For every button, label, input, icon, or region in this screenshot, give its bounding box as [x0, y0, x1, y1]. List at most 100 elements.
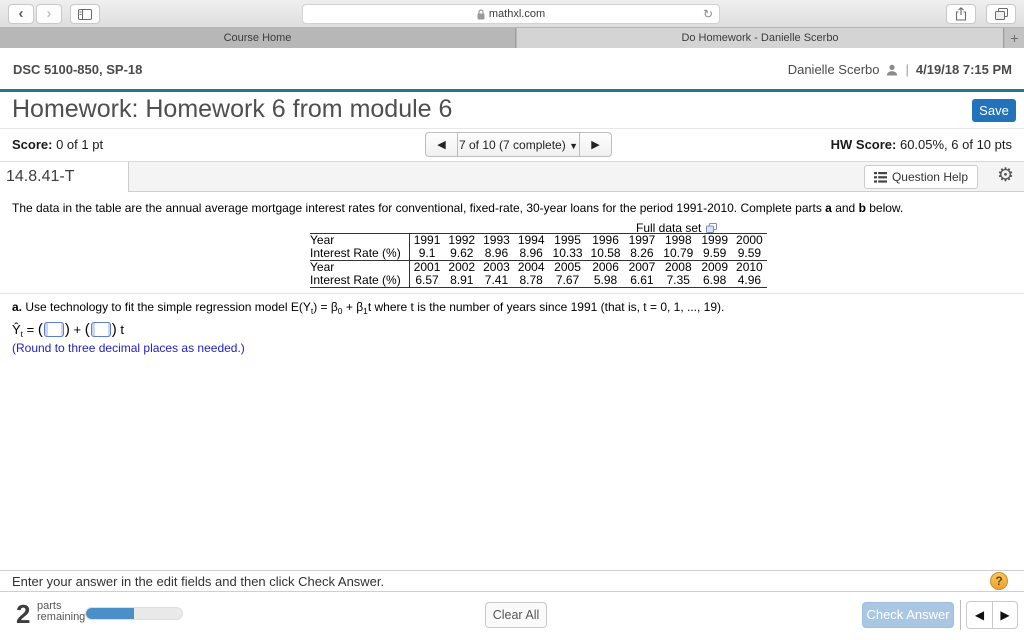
tab-course-home[interactable]: Course Home	[0, 28, 516, 48]
math-sub: 0	[337, 306, 343, 316]
math-sub: 1	[363, 306, 368, 316]
tab-label: Course Home	[223, 32, 292, 44]
table-cell: 9.59	[697, 247, 733, 261]
table-cell: 2007	[628, 260, 656, 274]
table-cell: 8.91	[444, 274, 480, 288]
next-part-button[interactable]: ▶	[992, 601, 1018, 629]
full-data-set: Full data set	[636, 221, 718, 235]
math: t	[367, 300, 372, 314]
table-row-label: Year	[310, 233, 410, 247]
answer-input-intercept[interactable]	[43, 322, 64, 337]
prev-icon: ◀	[437, 139, 446, 151]
statement-text: below.	[865, 201, 904, 215]
address-bar[interactable]: mathxl.com ↻	[302, 4, 720, 24]
math-sub: t	[310, 306, 314, 316]
tab-do-homework[interactable]: Do Homework - Danielle Scerbo	[517, 28, 1004, 48]
user-info: Danielle Scerbo | 4/19/18 7:15 PM	[788, 62, 1012, 77]
parts-remaining-label: parts remaining	[37, 601, 85, 623]
hw-score-text: HW Score: 60.05%, 6 of 10 pts	[831, 137, 1012, 152]
table-cell: 6.61	[624, 274, 660, 288]
popup-window-icon[interactable]	[706, 223, 718, 233]
browser-sidebar-button[interactable]	[70, 4, 100, 24]
data-table: Year 1991 1992 1993 1994 1995 1996 1997 1998 1999…	[310, 233, 767, 288]
question-position-label: 7 of 10 (7 complete)	[459, 138, 570, 152]
math: ) = β	[313, 300, 338, 314]
parts-word: parts	[37, 600, 62, 612]
next-question-button[interactable]: ▶	[579, 132, 612, 157]
part-a-text: Use technology to fit the simple regress…	[22, 300, 299, 314]
table-row: Year 2001 2002 2003 2004 2005 2006 2007 2008 2009…	[310, 260, 767, 274]
score-text: Score: 0 of 1 pt	[12, 137, 103, 152]
table-cell: 7.41	[479, 274, 514, 288]
math: (Y	[298, 300, 311, 314]
table-cell: 1993	[479, 233, 514, 247]
table-cell: 1996	[586, 233, 625, 247]
table-cell: 7.35	[659, 274, 698, 288]
part-a-statement: a. Use technology to fit the simple regr…	[12, 300, 724, 316]
title-row: Homework: Homework 6 from module 6 Save	[0, 92, 1024, 128]
score-bar: Score: 0 of 1 pt ◀ 7 of 10 (7 complete) …	[0, 128, 1024, 161]
gear-icon[interactable]: ⚙	[996, 165, 1014, 186]
prev-icon: ◀	[974, 608, 985, 622]
part-a-text: where t is the number of years since 199…	[371, 300, 725, 314]
table-cell: 1999	[697, 233, 733, 247]
section-divider	[0, 293, 1024, 294]
table-cell: 5.98	[586, 274, 625, 288]
progress-fill	[86, 608, 134, 619]
table-cell: 1992	[444, 233, 480, 247]
table-row: Interest Rate (%) 9.1 9.62 8.96 8.96 10.33 10.…	[310, 247, 767, 261]
problem-area: The data in the table are the annual ave…	[0, 192, 1024, 570]
table-cell: 2006	[592, 260, 619, 274]
help-icon[interactable]: ?	[990, 572, 1008, 590]
table-cell: 1995	[548, 233, 587, 247]
question-bar: 14.8.41-T Question Help ⚙	[0, 161, 1024, 192]
answer-line: Ŷt = () + () t	[12, 321, 124, 339]
math-sub: t	[20, 329, 24, 339]
table-cell: 9.59	[732, 247, 767, 261]
user-icon	[887, 64, 898, 75]
math: + β	[342, 300, 364, 314]
table-row: Interest Rate (%) 6.57 8.91 7.41 8.78 7.67 5.9…	[310, 274, 767, 288]
question-position-dropdown[interactable]: 7 of 10 (7 complete) ▼	[458, 132, 579, 157]
clear-all-button[interactable]: Clear All	[485, 602, 547, 628]
part-pager: ◀ ▶	[966, 601, 1018, 629]
table-row-label: Interest Rate (%)	[310, 247, 410, 261]
table-cell: 2010	[736, 260, 763, 274]
table-cell: 2003	[483, 260, 510, 274]
course-code: DSC 5100-850, SP-18	[13, 62, 143, 77]
table-cell: 9.1	[409, 247, 445, 261]
statement-text: The data in the table are the annual ave…	[12, 201, 826, 215]
table-cell: 10.79	[659, 247, 698, 261]
table-cell: 2004	[517, 260, 545, 274]
browser-back-button[interactable]: ‹	[8, 4, 34, 24]
table-cell: 8.26	[624, 247, 660, 261]
check-answer-button[interactable]: Check Answer	[862, 602, 954, 628]
accent-rule	[0, 89, 1024, 92]
y-hat: Ŷ	[12, 322, 21, 337]
hw-score-label: HW Score:	[830, 137, 897, 152]
paren: (	[37, 321, 43, 338]
paren: (	[84, 321, 90, 338]
app-header: DSC 5100-850, SP-18 Danielle Scerbo | 4/…	[0, 48, 1024, 89]
prev-part-button[interactable]: ◀	[966, 601, 992, 629]
table-cell: 2000	[732, 233, 767, 247]
paren: )	[111, 321, 117, 338]
share-icon	[955, 7, 967, 21]
browser-share-button[interactable]	[946, 4, 976, 24]
table-cell: 1994	[513, 233, 549, 247]
problem-statement: The data in the table are the annual ave…	[12, 201, 903, 215]
new-tab-button[interactable]: +	[1005, 28, 1024, 48]
refresh-icon[interactable]: ↻	[702, 7, 713, 21]
question-help-button[interactable]: Question Help	[863, 165, 978, 189]
math: =	[23, 322, 38, 337]
prev-question-button[interactable]: ◀	[425, 132, 458, 157]
footer-divider	[960, 600, 961, 630]
question-id-tab: 14.8.41-T	[0, 162, 129, 192]
part-a-ref: a	[825, 201, 832, 215]
save-button[interactable]: Save	[972, 99, 1016, 122]
answer-input-slope[interactable]	[90, 322, 111, 337]
table-row-label: Interest Rate (%)	[310, 274, 410, 288]
browser-forward-button[interactable]: ›	[36, 4, 62, 24]
table-cell: 8.96	[513, 247, 549, 261]
browser-tab-overview-button[interactable]	[986, 4, 1016, 24]
